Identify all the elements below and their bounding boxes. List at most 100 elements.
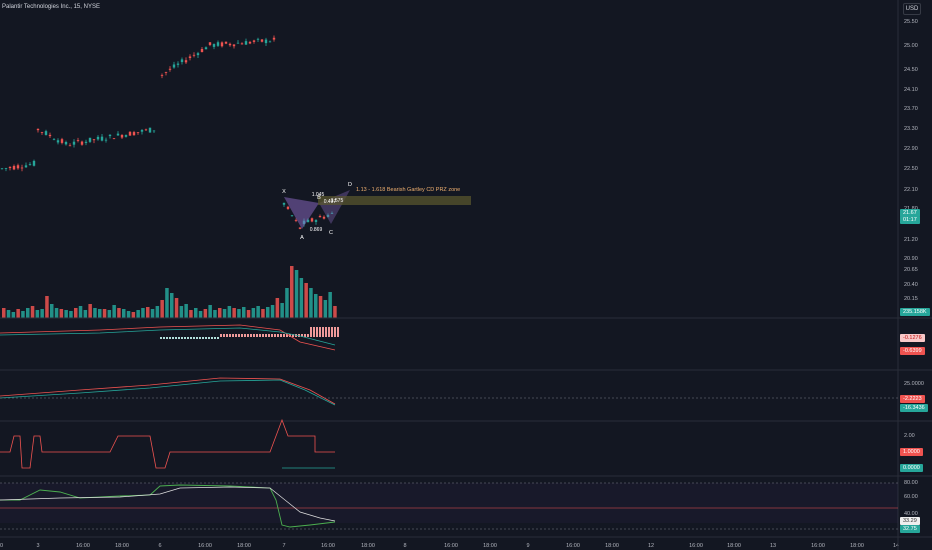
volume-bar bbox=[270, 305, 275, 318]
volume-bar bbox=[11, 312, 16, 318]
price-label: 23.30 bbox=[904, 126, 918, 132]
volume-bar bbox=[64, 310, 68, 318]
macd-bar bbox=[289, 334, 291, 337]
volume-bar bbox=[275, 298, 280, 318]
time-label: 16:00 bbox=[811, 543, 825, 549]
time-label: 18:00 bbox=[727, 543, 741, 549]
time-label: 16:00 bbox=[198, 543, 212, 549]
candle-body bbox=[192, 54, 196, 56]
volume-bar bbox=[189, 310, 193, 318]
volume-badge: 235.158K bbox=[900, 308, 930, 316]
volume-bar bbox=[208, 305, 212, 318]
candle-body bbox=[136, 132, 140, 134]
candle-body bbox=[188, 56, 192, 59]
volume-bar bbox=[50, 304, 54, 318]
candle-body bbox=[310, 218, 314, 222]
candle-body bbox=[282, 202, 286, 205]
candle-body bbox=[208, 42, 212, 45]
macd-bar bbox=[247, 334, 249, 337]
candle-body bbox=[124, 135, 128, 137]
signal-line bbox=[0, 327, 336, 346]
macd-bar bbox=[280, 334, 282, 337]
volume-bar bbox=[26, 308, 30, 318]
candle-body bbox=[180, 59, 184, 63]
time-axis[interactable]: 00 3 16:00 18:00 6 16:00 18:00 7 16:00 18:00 8 16:0… bbox=[0, 543, 899, 549]
candle-body bbox=[200, 49, 204, 53]
time-label: 18:00 bbox=[483, 543, 497, 549]
symbol-title[interactable]: Palantir Technologies Inc., 15, NYSE bbox=[2, 4, 100, 10]
macd-bar bbox=[265, 334, 267, 337]
candle-body bbox=[144, 129, 148, 131]
time-label: 18:00 bbox=[361, 543, 375, 549]
volume-bar bbox=[328, 292, 332, 318]
volume-bar bbox=[112, 305, 116, 318]
candle-body bbox=[256, 38, 260, 40]
volume-bar bbox=[88, 304, 92, 318]
macd-bar bbox=[256, 334, 258, 337]
macd-bar bbox=[223, 334, 225, 337]
candle-body bbox=[216, 42, 220, 46]
candle-body bbox=[24, 165, 28, 168]
candle-body bbox=[212, 44, 216, 47]
volume-bar bbox=[45, 296, 49, 318]
price-label: 20.90 bbox=[904, 256, 918, 262]
macd-bar bbox=[304, 334, 306, 337]
currency-button[interactable]: USD bbox=[903, 3, 921, 15]
volume-bar bbox=[299, 278, 304, 318]
time-label: 16:00 bbox=[444, 543, 458, 549]
macd-bar bbox=[241, 334, 243, 337]
volume-bar bbox=[203, 309, 208, 318]
macd-bar bbox=[301, 334, 303, 337]
price-label: 25.00 bbox=[904, 43, 918, 49]
macd-bar bbox=[190, 337, 192, 339]
volume-bar bbox=[309, 288, 313, 318]
candle-body bbox=[128, 131, 132, 136]
macd-bar bbox=[187, 337, 189, 339]
pattern-ratio: 0.869 bbox=[310, 227, 323, 233]
price-label: 20.65 bbox=[904, 267, 918, 273]
candle-body bbox=[116, 133, 120, 136]
macd-bar bbox=[205, 337, 207, 339]
volume-bar bbox=[165, 288, 169, 318]
candle-body bbox=[76, 140, 80, 141]
candle-body bbox=[100, 136, 104, 141]
macd-bar bbox=[220, 334, 222, 337]
time-label: 7 bbox=[282, 543, 285, 549]
volume-bar bbox=[304, 283, 308, 318]
candle-body bbox=[290, 215, 294, 217]
volume-bar bbox=[102, 309, 107, 318]
ind2-badge-a: -2.2223 bbox=[900, 395, 925, 403]
volume-bar bbox=[122, 309, 126, 318]
pattern-ratio: 1.575 bbox=[331, 198, 344, 204]
candle-body bbox=[268, 41, 272, 43]
pattern-point-d: D bbox=[348, 182, 352, 188]
volume-bar bbox=[246, 310, 251, 318]
candle-body bbox=[140, 130, 144, 132]
candle-body bbox=[16, 165, 20, 169]
macd-bar bbox=[331, 327, 333, 337]
macd-bar bbox=[316, 327, 318, 337]
price-label: 20.40 bbox=[904, 282, 918, 288]
ind2-scale-label: 25.0000 bbox=[904, 381, 924, 387]
macd-bar bbox=[250, 334, 252, 337]
candle-body bbox=[248, 41, 252, 44]
macd-bar bbox=[307, 334, 309, 337]
macd-bar bbox=[214, 337, 216, 339]
candle-body bbox=[330, 213, 334, 214]
volume-bar bbox=[131, 312, 136, 318]
volume-bar bbox=[136, 310, 140, 318]
volume-bar bbox=[266, 307, 270, 318]
prz-label: 1.13 - 1.618 Bearish Gartley CD PRZ zone bbox=[356, 187, 460, 193]
macd-bar bbox=[172, 337, 174, 339]
volume-bar bbox=[237, 309, 241, 318]
ind1-badge-b: -0.6399 bbox=[900, 347, 925, 355]
candle-body bbox=[160, 75, 164, 76]
time-label: 13 bbox=[770, 543, 776, 549]
price-axis[interactable]: 25.50 25.00 24.50 24.10 23.70 23.30 22.90 22.50… bbox=[904, 19, 918, 302]
volume-bar bbox=[117, 308, 121, 318]
time-label: 3 bbox=[36, 543, 39, 549]
volume-bar bbox=[93, 308, 97, 318]
price-label: 24.10 bbox=[904, 87, 918, 93]
